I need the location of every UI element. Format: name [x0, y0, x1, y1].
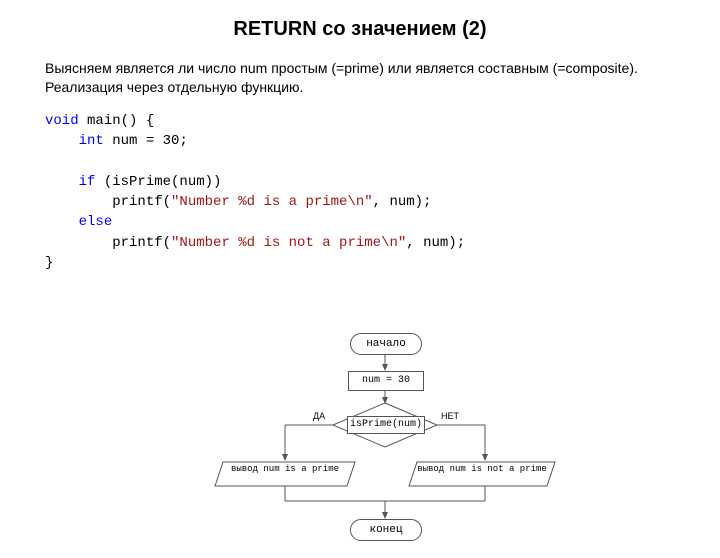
flow-assign: num = 30 — [348, 371, 424, 391]
code-string: "Number %d is not a prime\n" — [171, 235, 406, 251]
code-text: } — [45, 255, 53, 271]
code-text: num = 30; — [104, 133, 188, 149]
flow-output-no: вывод num is not a prime — [415, 464, 549, 474]
flow-yes-label: ДА — [313, 411, 325, 421]
code-text: printf( — [45, 235, 171, 251]
kw-void: void — [45, 113, 79, 129]
flow-output-yes: вывод num is a prime — [223, 464, 347, 474]
code-text: main() { — [79, 113, 155, 129]
slide-title: RETURN со значением (2) — [0, 18, 720, 41]
kw-if: if — [79, 174, 96, 190]
flowchart: начало num = 30 isPrime(num) ДА НЕТ выво… — [205, 333, 565, 553]
code-text: (isPrime(num)) — [95, 174, 221, 190]
code-text: , num); — [406, 235, 465, 251]
kw-int: int — [79, 133, 104, 149]
kw-else: else — [79, 214, 113, 230]
flow-no-label: НЕТ — [441, 411, 459, 421]
flow-start: начало — [350, 333, 422, 355]
code-string: "Number %d is a prime\n" — [171, 194, 373, 210]
code-text: , num); — [373, 194, 432, 210]
flow-decision: isPrime(num) — [347, 416, 425, 434]
code-text: printf( — [45, 194, 171, 210]
slide-description: Выясняем является ли число num простым (… — [45, 59, 675, 97]
code-block: void main() { int num = 30; if (isPrime(… — [45, 111, 675, 273]
flow-end: конец — [350, 519, 422, 541]
